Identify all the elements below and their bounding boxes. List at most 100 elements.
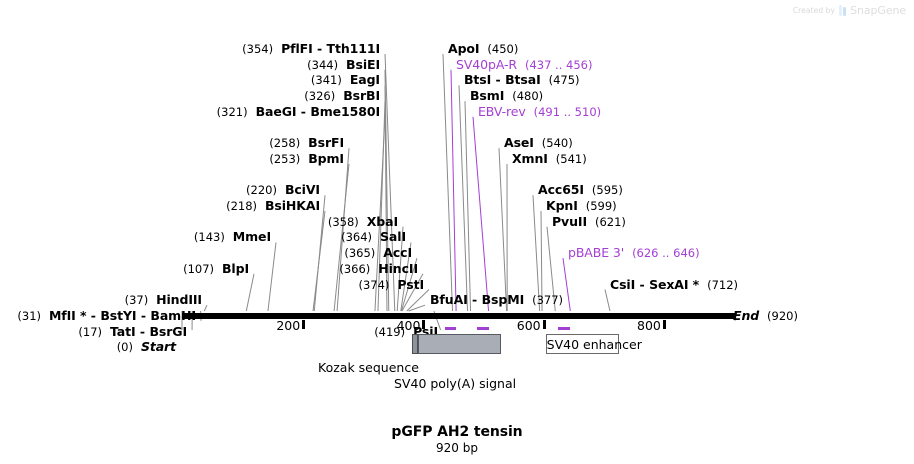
map-label-kpni[interactable]: KpnI (599): [546, 198, 617, 213]
map-label-bsrfi[interactable]: (258) BsrFI: [269, 135, 344, 150]
map-label-position: (437 .. 456): [524, 57, 593, 72]
name-separator: -: [312, 41, 327, 56]
map-label-position: (377): [532, 293, 564, 308]
map-label-position: (0): [116, 340, 133, 355]
map-label-position: (37): [124, 293, 149, 308]
feature-box-kozak-sequence[interactable]: [412, 334, 418, 354]
map-label-ebv-rev[interactable]: EBV-rev (491 .. 510): [478, 104, 601, 119]
map-label-pflfi[interactable]: (354) PflFI - Tth111I: [242, 41, 380, 56]
map-label-position: (712): [707, 277, 739, 292]
map-label-position: (450): [487, 42, 519, 56]
map-label-xmni[interactable]: XmnI (541): [512, 151, 587, 166]
map-label-name: TatI: [109, 323, 136, 339]
map-label-name: BsiHKAI: [264, 198, 320, 213]
primer-mark: [444, 327, 457, 330]
map-label-position: (17): [78, 324, 103, 339]
map-label-name: EBV-rev: [478, 103, 526, 119]
map-label-bcivi[interactable]: (220) BciVI: [246, 182, 320, 197]
map-label-eagi[interactable]: (341) EagI: [311, 72, 380, 87]
map-label-apoi[interactable]: ApoI (450): [448, 41, 518, 56]
map-label-name: MmeI: [232, 229, 271, 245]
plasmid-size: 920 bp: [436, 441, 478, 455]
map-label-position: (321): [216, 104, 248, 119]
map-label-name: AseI: [504, 135, 534, 151]
map-label-position: (344): [307, 57, 339, 72]
map-label-bsiei[interactable]: (344) BsiEI: [307, 57, 380, 72]
map-label-position: (621): [594, 214, 626, 229]
map-label-asei[interactable]: AseI (540): [504, 135, 573, 150]
map-label-bsrbi[interactable]: (326) BsrBI: [304, 88, 380, 103]
sequence-ruler-bar: [182, 313, 735, 319]
map-label-sali[interactable]: (364) SalI: [341, 229, 406, 244]
map-label-bfuai[interactable]: BfuAI - BspMI (377): [430, 292, 563, 307]
map-label-xbai[interactable]: (358) XbaI: [328, 214, 398, 229]
ruler-tick-label: 200: [276, 318, 301, 333]
map-label-name: pBABE 3': [568, 245, 625, 261]
map-label-position: (626 .. 646): [632, 246, 700, 261]
map-label-position: (326): [304, 89, 336, 104]
map-label-csii[interactable]: CsiI - SexAI * (712): [610, 277, 738, 292]
name-separator: -: [635, 276, 650, 292]
map-label-baegi[interactable]: (321) BaeGI - Bme1580I: [217, 104, 380, 119]
map-label-name: BsrGI: [149, 323, 187, 339]
map-label-bsmi[interactable]: BsmI (480): [470, 88, 543, 103]
feature-label-sv40-poly-a-signal: SV40 poly(A) signal: [394, 376, 517, 391]
map-label-position: (419): [374, 324, 406, 339]
map-label-bsihkai[interactable]: (218) BsiHKAI: [226, 198, 320, 213]
map-label-hincii[interactable]: (366) HincII: [339, 261, 418, 276]
map-label-name: Bme1580I: [310, 103, 380, 119]
ruler-tick: [542, 320, 546, 329]
map-label-name: BpmI: [308, 150, 344, 166]
map-label-sv40pa-r[interactable]: SV40pA-R (437 .. 456): [456, 57, 592, 72]
map-label-bpmi[interactable]: (253) BpmI: [269, 151, 344, 166]
map-label-acci[interactable]: (365) AccI: [344, 245, 412, 260]
sequence-map: 200 400 600 800 Kozak sequence SV40 poly(A) s…: [182, 313, 735, 391]
enzyme-label-stack: (354) PflFI - Tth111I (344) BsiEI (341) Ea…: [17, 41, 798, 354]
feature-box-sv40-poly-a-signal[interactable]: [417, 334, 501, 354]
name-separator: -: [86, 307, 101, 323]
map-label-end[interactable]: End (920): [733, 308, 798, 323]
ruler-tick-label: 400: [396, 318, 421, 333]
map-label-pvuii[interactable]: PvuII (621): [552, 214, 626, 229]
feature-box-sv40-enhancer[interactable]: SV40 enhancer: [545, 334, 642, 354]
primer-mark: [477, 327, 489, 330]
map-label-psti[interactable]: (374) PstI: [359, 277, 425, 292]
map-label-name: BsiEI: [346, 56, 380, 72]
map-label-name: BsrFI: [308, 135, 344, 151]
map-label-position: (541): [555, 151, 587, 166]
name-separator: -: [136, 307, 151, 323]
map-label-btsi[interactable]: BtsI - BtsaI (475): [464, 72, 580, 87]
map-label-name: ApoI: [448, 41, 480, 56]
map-label-position: (143): [193, 230, 225, 245]
map-label-position: (475): [548, 73, 580, 88]
map-label-start[interactable]: (0) Start: [117, 339, 176, 354]
map-label-name: BstYI: [100, 307, 137, 323]
map-label-acc65i[interactable]: Acc65I (595): [538, 182, 623, 197]
ruler-tick-label: 600: [516, 318, 541, 333]
map-label-tati[interactable]: (17) TatI - BsrGI: [78, 324, 187, 339]
map-label-position: (218): [226, 199, 258, 213]
watermark-brand: SnapGene: [850, 4, 906, 17]
page-title: pGFP AH2 tensin: [391, 424, 523, 440]
map-label-position: (540): [541, 136, 573, 151]
map-label-name: BaeGI: [255, 103, 297, 119]
name-separator: -: [491, 72, 506, 88]
map-label-position: (365): [344, 246, 376, 261]
ruler-tick-label: 800: [637, 318, 661, 333]
map-label-mmei[interactable]: (143) MmeI: [194, 229, 271, 244]
map-label-name: KpnI: [546, 198, 578, 213]
map-label-name: CsiI: [610, 276, 636, 292]
map-label-name: PflFI: [281, 41, 313, 56]
name-separator: -: [135, 323, 150, 339]
name-separator: -: [467, 292, 482, 308]
map-label-pbabe-3-[interactable]: pBABE 3' (626 .. 646): [568, 245, 700, 260]
map-label-position: (354): [242, 42, 274, 56]
map-label-mfii-[interactable]: (31) MfII * - BstYI - BamHI: [17, 308, 196, 323]
map-label-blpi[interactable]: (107) BlpI: [183, 261, 249, 276]
map-label-position: (491 .. 510): [533, 104, 602, 119]
map-label-position: (258): [269, 136, 301, 151]
map-label-position: (599): [585, 199, 617, 213]
map-label-name: End: [733, 307, 760, 323]
map-label-position: (341): [310, 73, 342, 88]
map-label-hindiii[interactable]: (37) HindIII: [124, 292, 203, 308]
